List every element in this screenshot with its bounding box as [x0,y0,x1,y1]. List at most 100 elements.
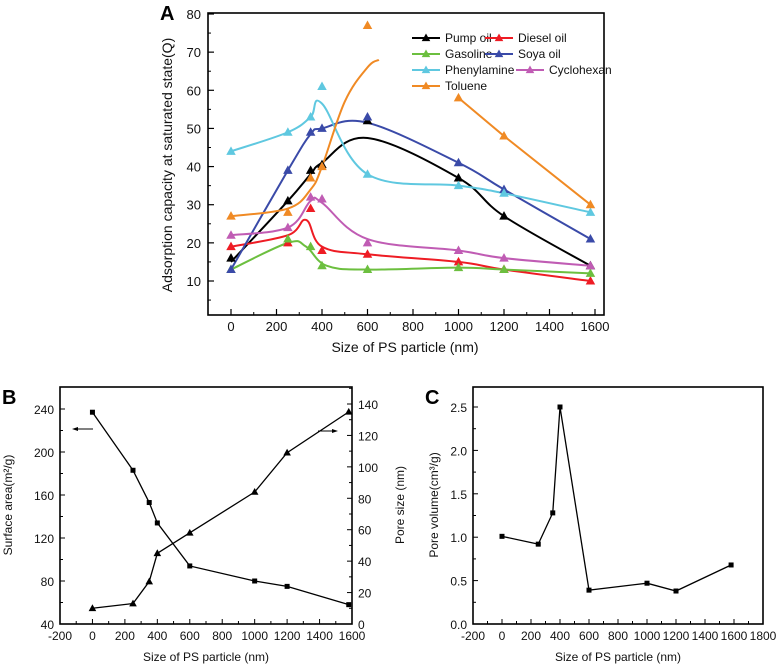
data-point [145,577,154,585]
b-x-tick-label: 1400 [306,629,333,643]
data-point [252,578,258,584]
data-point [362,169,373,178]
data-point [317,123,327,132]
data-point [585,276,596,285]
c-y-tick-label: 1.5 [450,488,467,502]
a-x-tick-label: 1000 [444,319,473,334]
data-point [499,131,509,140]
b-y-tick-label-right: 60 [358,524,372,538]
data-point [499,211,509,220]
b-x-tick-label: 600 [180,629,200,643]
a-y-tick-label: 50 [187,121,201,136]
data-point [185,528,194,536]
c-x-tick-label: 1000 [634,629,661,643]
series-line-pore-size [92,411,350,609]
legend-marker-icon [421,33,431,42]
data-point [535,541,541,547]
legend-item: Toluene [412,79,487,93]
c-y-tick-label: 0.0 [450,618,467,632]
b-x-tick-label: 400 [147,629,167,643]
a-legend: Pump oil Diesel oil Gasoline Soya oilPhenyl… [412,31,612,93]
a-series-markers [226,20,596,285]
b-x-tick-label: 800 [212,629,232,643]
b-axis-ticks: -200 0 200 400 600 800 1000 1200 1400 16004080120… [34,387,378,643]
data-point [499,264,509,274]
a-x-tick-label: 600 [357,319,379,334]
data-point [586,587,592,593]
b-x-tick-label: 1000 [241,629,268,643]
panel-a: A 0 200 400 600 800 1000 1200 1400 1600 10 20 30 40 5… [159,3,612,355]
b-y-axis-title-left: Surface area(m²/g) [1,455,15,556]
a-y-tick-label: 80 [187,7,201,22]
data-point [362,249,373,258]
a-series-lines [230,58,592,282]
data-point [344,407,353,415]
c-x-tick-label: -200 [461,629,485,643]
data-point [453,157,464,167]
panel-b: B -200 0 200 400 600 800 1000 1200 1400 160040801… [1,386,407,664]
data-point [305,192,316,201]
data-point [305,173,316,182]
data-point [499,533,505,539]
c-y-axis-title: Pore volume(cm³/g) [427,452,441,557]
b-y-tick-label-left: 40 [41,618,55,632]
b-y-tick-label-right: 140 [358,398,378,412]
panel-c-label: C [425,387,439,409]
b-x-tick-label: 0 [89,629,96,643]
data-point [226,264,236,274]
b-y-tick-label-left: 200 [34,446,54,460]
c-y-tick-label: 1.0 [450,531,467,545]
b-y-tick-label-right: 40 [358,555,372,569]
legend-label: Pump oil [445,31,492,45]
b-series-markers [88,407,353,612]
c-series-markers [499,404,734,594]
plot-frame-a [207,12,605,316]
data-point [283,127,293,136]
legend-item: Diesel oil [485,31,567,45]
data-point [585,199,596,209]
legend-marker-icon [421,65,431,74]
b-y-axis-title-right: Pore size (nm) [393,466,407,544]
data-point [129,599,137,607]
c-x-tick-label: 400 [550,629,570,643]
b-y-tick-label-left: 160 [34,489,54,503]
legend-item: Pump oil [412,31,492,45]
data-point [283,222,293,232]
b-axis-arrows [72,427,338,433]
data-point [130,467,136,473]
legend-label: Cyclohexan [549,63,612,77]
right-arrow-icon [332,429,338,433]
data-point [305,127,316,136]
legend-marker-icon [421,49,431,58]
plot-frame-b [59,386,353,625]
a-y-tick-label: 10 [187,274,201,289]
data-point [283,195,293,205]
a-x-tick-label: 0 [227,319,234,334]
data-point [305,111,316,121]
data-point [88,604,97,612]
data-point [226,211,236,220]
series-line-phenylamine [230,99,591,214]
data-point [453,180,464,190]
data-point [283,207,293,216]
data-point [362,20,373,29]
b-series-lines [91,411,350,609]
c-y-tick-label: 0.5 [450,575,467,589]
data-point [283,234,293,243]
c-x-tick-label: 0 [499,629,506,643]
data-point [550,510,556,516]
legend-marker-icon [525,65,535,74]
b-y-tick-label-right: 100 [358,461,378,475]
data-point [499,188,509,197]
panel-c: C -200 0 200 400 600 800 1000 1200 1400 1600 1800 0… [425,386,777,664]
a-x-tick-label: 1200 [490,319,519,334]
legend-label: Gasoline [445,47,493,61]
b-y-tick-label-right: 0 [358,618,365,632]
data-point [499,253,509,262]
b-x-axis-title: Size of PS particle (nm) [143,650,269,664]
data-point [644,580,650,586]
data-point [226,146,236,155]
data-point [146,500,152,506]
legend-marker-icon [421,81,431,90]
data-point [362,111,373,121]
